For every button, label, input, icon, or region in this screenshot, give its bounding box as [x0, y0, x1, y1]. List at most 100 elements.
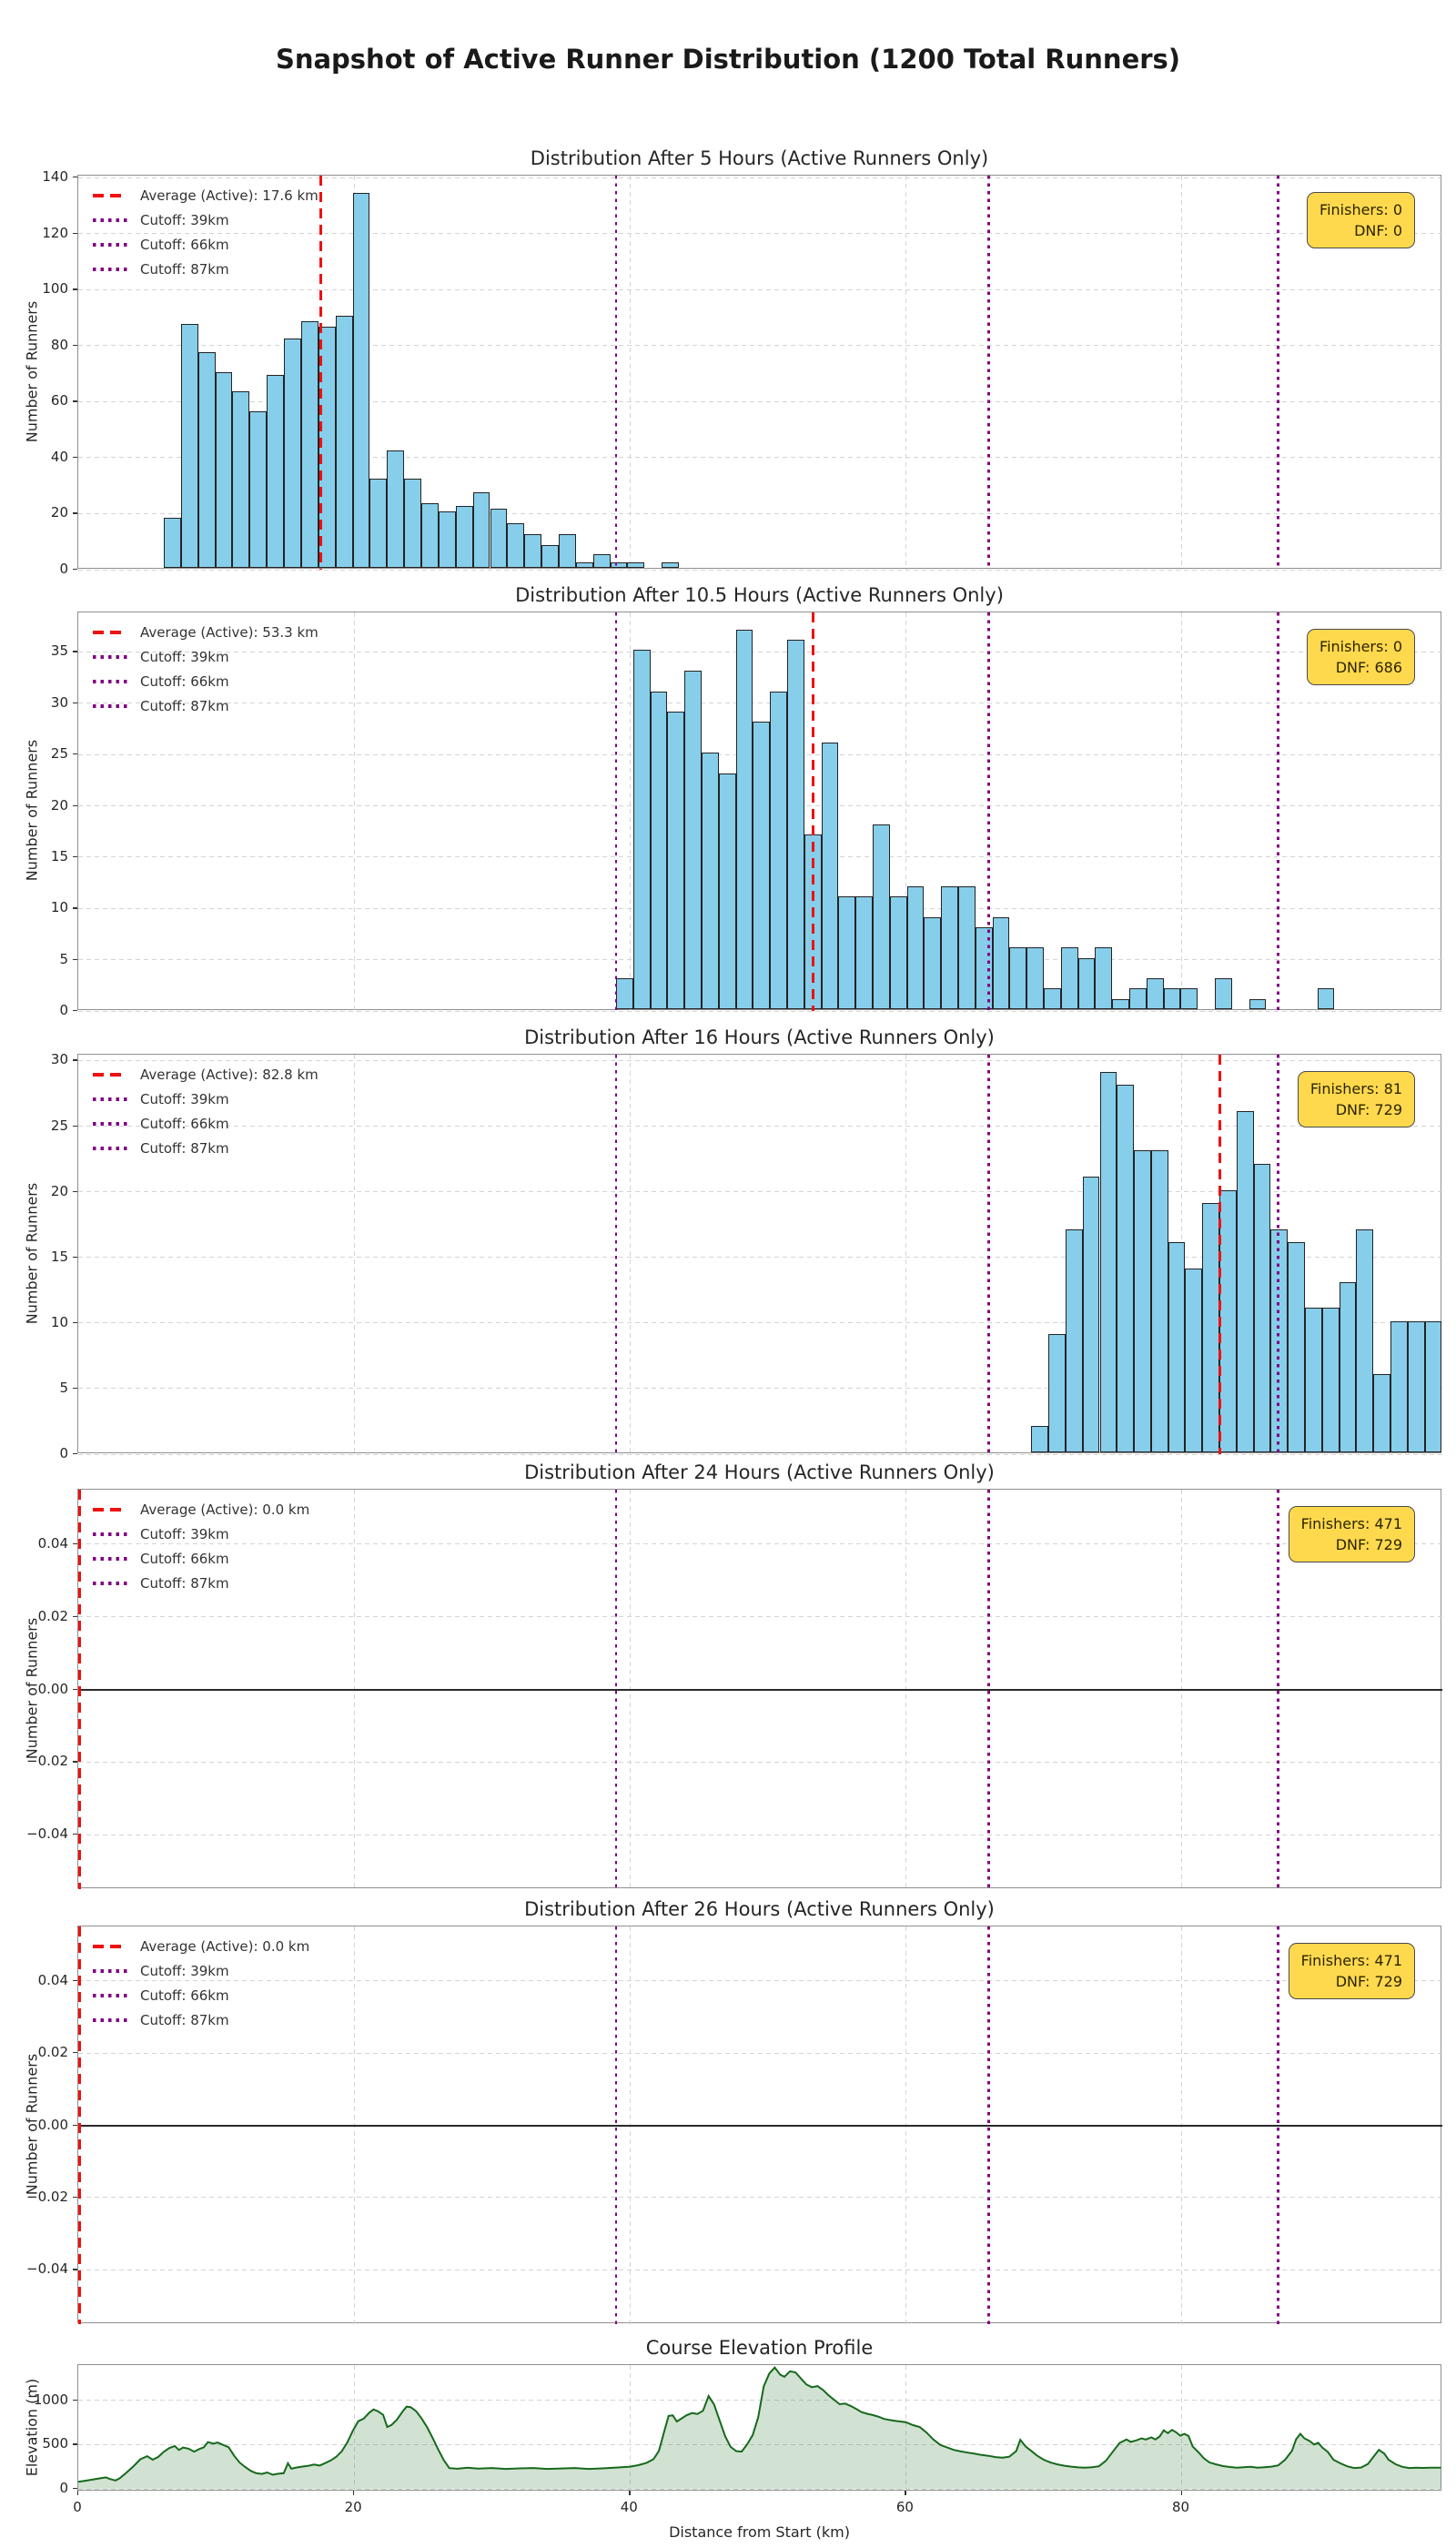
- legend-item: Cutoff: 87km: [93, 697, 318, 715]
- histogram-bar: [490, 509, 508, 568]
- histogram-bar: [1185, 1269, 1203, 1452]
- finishers-box: Finishers: 471 DNF: 729: [1288, 1943, 1415, 2000]
- legend-item: Average (Active): 82.8 km: [93, 1066, 318, 1084]
- x-tick-label: 40: [620, 2499, 638, 2515]
- y-tick-label: −0.02: [26, 1753, 68, 1770]
- legend-item: Average (Active): 0.0 km: [93, 1937, 309, 1956]
- cutoff-line-sample: [93, 268, 127, 271]
- histogram-bar: [575, 561, 593, 568]
- subplot-5h-title: Distribution After 5 Hours (Active Runne…: [530, 147, 989, 169]
- cutoff-line: [614, 1490, 618, 1889]
- legend-label: Cutoff: 66km: [140, 673, 229, 690]
- cutoff-line-sample: [93, 1582, 127, 1585]
- cutoff-line-sample: [93, 1969, 127, 1973]
- grid-line-y: [78, 569, 1442, 571]
- average-line-sample: [93, 631, 127, 634]
- subplot-26h-title: Distribution After 26 Hours (Active Runn…: [524, 1898, 995, 1920]
- legend-item: Cutoff: 39km: [93, 1090, 318, 1108]
- subplot-16h-title: Distribution After 16 Hours (Active Runn…: [524, 1026, 995, 1048]
- grid-line-x: [1181, 176, 1183, 570]
- x-tick-mark: [353, 2491, 355, 2495]
- y-tick-mark: [73, 288, 77, 290]
- subplot-16h-plot-area: Average (Active): 82.8 km Cutoff: 39km Cut…: [77, 1054, 1442, 1455]
- grid-line-y: [78, 1191, 1442, 1193]
- legend-item: Cutoff: 39km: [93, 648, 318, 666]
- average-line: [78, 1490, 81, 1889]
- cutoff-line: [614, 612, 618, 1011]
- grid-line-x: [629, 612, 631, 1011]
- y-tick-mark: [73, 958, 77, 960]
- subplot-26h-ylabel: Number of Runners: [23, 2053, 41, 2195]
- cutoff-line: [1277, 1055, 1279, 1454]
- y-tick-label: 0: [59, 2480, 68, 2497]
- legend-label: Average (Active): 82.8 km: [140, 1067, 318, 1083]
- grid-line-y: [78, 2197, 1442, 2199]
- histogram-bar: [1043, 988, 1061, 1009]
- subplot-24h-title: Distribution After 24 Hours (Active Runn…: [524, 1461, 995, 1483]
- y-tick-label: 0: [59, 561, 68, 577]
- histogram-bar: [1048, 1334, 1066, 1452]
- histogram-bar: [1317, 988, 1335, 1009]
- grid-line-y: [78, 1388, 1442, 1390]
- grid-line-x: [1181, 2365, 1183, 2492]
- histogram-bar: [318, 327, 336, 568]
- legend-item: Average (Active): 0.0 km: [93, 1501, 309, 1519]
- y-tick-label: 20: [50, 796, 68, 814]
- y-tick-mark: [73, 1387, 77, 1390]
- subplot-26h-plot-area: Average (Active): 0.0 km Cutoff: 39km Cuto…: [77, 1926, 1442, 2324]
- histogram-bar: [284, 338, 301, 568]
- cutoff-line: [987, 1490, 990, 1889]
- y-tick-label: 25: [50, 1117, 68, 1134]
- histogram-bar: [667, 712, 685, 1009]
- average-line-sample: [93, 1073, 127, 1077]
- x-axis-label: Distance from Start (km): [669, 2523, 850, 2541]
- y-tick-mark: [73, 1059, 77, 1061]
- histogram-bar: [404, 478, 421, 568]
- grid-line-y: [78, 400, 1442, 402]
- grid-line-y: [78, 177, 1442, 178]
- legend: Average (Active): 82.8 km Cutoff: 39km Cut…: [93, 1066, 318, 1164]
- y-tick-label: 0.00: [37, 2116, 68, 2133]
- histogram-bar: [627, 561, 645, 568]
- histogram-bar: [684, 670, 703, 1009]
- y-tick-label: 100: [42, 280, 68, 298]
- cutoff-line-sample: [93, 680, 127, 683]
- histogram-bar: [1009, 947, 1027, 1009]
- x-tick-mark: [77, 2491, 79, 2495]
- histogram-bar: [616, 978, 633, 1009]
- histogram-bar: [610, 561, 628, 568]
- cutoff-line-sample: [93, 1147, 127, 1150]
- grid-line-y: [78, 233, 1442, 235]
- legend-item: Cutoff: 87km: [93, 1139, 318, 1158]
- y-tick-label: 0.04: [37, 1971, 68, 1988]
- histogram-bar: [163, 517, 181, 568]
- histogram-bar: [1065, 1228, 1083, 1452]
- histogram-bar: [838, 896, 856, 1009]
- cutoff-line-sample: [93, 704, 127, 708]
- histogram-bar: [232, 391, 250, 568]
- histogram-bar: [1099, 1071, 1117, 1452]
- y-tick-label: 0.02: [37, 2044, 68, 2061]
- legend-item: Cutoff: 66km: [93, 1987, 309, 2005]
- histogram-bar: [702, 753, 719, 1009]
- y-tick-mark: [73, 1453, 77, 1455]
- histogram-bar: [1219, 1189, 1237, 1452]
- y-tick-label: −0.04: [26, 1825, 68, 1843]
- y-tick-mark: [73, 2124, 77, 2126]
- subplot-elevation-title: Course Elevation Profile: [645, 2337, 874, 2359]
- y-tick-mark: [73, 2443, 77, 2445]
- average-line-sample: [93, 1945, 127, 1948]
- legend-label: Cutoff: 39km: [140, 212, 229, 228]
- histogram-bar: [753, 722, 771, 1009]
- legend-label: Cutoff: 39km: [140, 649, 229, 665]
- y-tick-mark: [73, 2196, 77, 2199]
- y-tick-mark: [73, 400, 77, 402]
- histogram-bar: [335, 316, 353, 568]
- subplot-elevation-plot-area: [77, 2364, 1442, 2492]
- y-tick-label: 80: [50, 336, 68, 353]
- histogram-bar: [1356, 1228, 1374, 1452]
- grid-line-x: [905, 2365, 906, 2492]
- y-tick-label: 35: [50, 642, 68, 660]
- histogram-bar: [1249, 998, 1267, 1009]
